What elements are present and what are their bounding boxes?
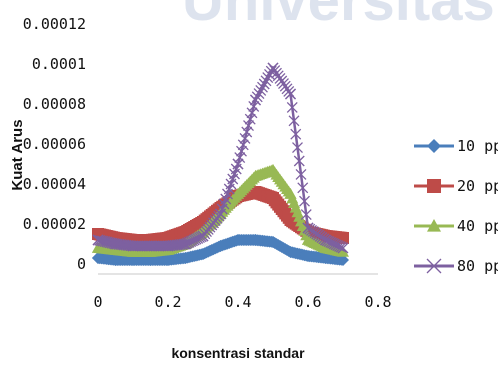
x-axis-title: konsentrasi standar <box>171 345 305 361</box>
series-10-ppm <box>92 234 349 266</box>
y-tick-label: 0.00006 <box>23 135 86 153</box>
data-point <box>179 252 192 264</box>
legend-label: 40 ppm <box>457 217 498 235</box>
legend-marker <box>426 258 442 274</box>
data-point <box>267 192 279 204</box>
data-point <box>92 242 104 253</box>
legend-marker <box>427 179 441 193</box>
data-point <box>127 254 139 266</box>
x-tick-label: 0.4 <box>224 293 251 311</box>
data-point <box>302 222 314 234</box>
data-point <box>267 62 279 74</box>
y-axis-title: Kuat Arus <box>9 119 26 190</box>
x-tick-label: 0.6 <box>294 293 321 311</box>
y-tick-label: 0.00008 <box>23 95 86 113</box>
legend-label: 20 ppm <box>457 177 498 195</box>
data-point <box>249 186 262 198</box>
data-point <box>249 170 262 181</box>
data-point <box>284 246 297 258</box>
data-point <box>109 254 122 266</box>
y-tick-label: 0.0001 <box>32 55 86 73</box>
data-point <box>144 254 157 266</box>
x-tick-label: 0 <box>93 293 102 311</box>
data-point <box>215 208 226 220</box>
y-tick-label: 0.00002 <box>23 215 86 233</box>
data-point <box>197 230 209 242</box>
data-point <box>250 94 261 106</box>
legend-item: 20 ppm <box>414 177 498 195</box>
data-point <box>285 88 296 100</box>
data-point <box>267 236 279 248</box>
x-tick-labels: 0 0.2 0.4 0.6 0.8 <box>93 293 391 311</box>
plot-area <box>92 62 349 266</box>
legend-marker <box>427 219 441 232</box>
y-tick-label: 0 <box>77 255 86 273</box>
data-point <box>127 240 139 252</box>
data-point <box>180 238 191 250</box>
data-point <box>214 240 227 252</box>
data-point <box>267 164 279 175</box>
data-point <box>319 242 332 253</box>
data-point <box>319 252 332 264</box>
data-point <box>320 234 331 246</box>
series-80-ppm <box>92 62 349 254</box>
legend-marker <box>427 139 441 153</box>
data-point <box>337 254 349 266</box>
x-tick-label: 0.2 <box>154 293 181 311</box>
y-tick-labels: 0 0.00002 0.00004 0.00006 0.00008 0.0001 0.000… <box>23 15 86 273</box>
legend-item: 40 ppm <box>414 217 498 235</box>
watermark: Universitas N <box>182 0 498 33</box>
data-point <box>302 234 314 245</box>
legend-label: 10 ppm <box>457 137 498 155</box>
data-point <box>144 246 157 257</box>
legend-item: 10 ppm <box>414 137 498 155</box>
data-point <box>162 240 174 252</box>
data-point <box>197 248 209 260</box>
data-point <box>145 240 156 252</box>
data-point <box>109 244 122 255</box>
y-tick-label: 0.00012 <box>23 15 86 33</box>
data-point <box>337 242 349 254</box>
data-point <box>127 246 139 257</box>
data-point <box>284 188 297 199</box>
data-point <box>232 158 244 170</box>
data-point <box>232 234 244 246</box>
data-point <box>92 252 104 264</box>
data-point <box>179 226 192 238</box>
x-tick-label: 0.8 <box>364 293 391 311</box>
data-point <box>249 234 262 246</box>
data-point <box>232 188 244 199</box>
data-point <box>92 234 104 246</box>
data-point <box>337 246 349 257</box>
legend-label: 80 ppm <box>457 257 498 275</box>
legend-item: 80 ppm <box>414 257 498 275</box>
data-point <box>162 254 174 266</box>
data-point <box>302 250 314 262</box>
data-point <box>110 238 121 250</box>
legend: 10 ppm 20 ppm 40 ppm 80 ppm <box>414 137 498 275</box>
y-tick-label: 0.00004 <box>23 175 86 193</box>
